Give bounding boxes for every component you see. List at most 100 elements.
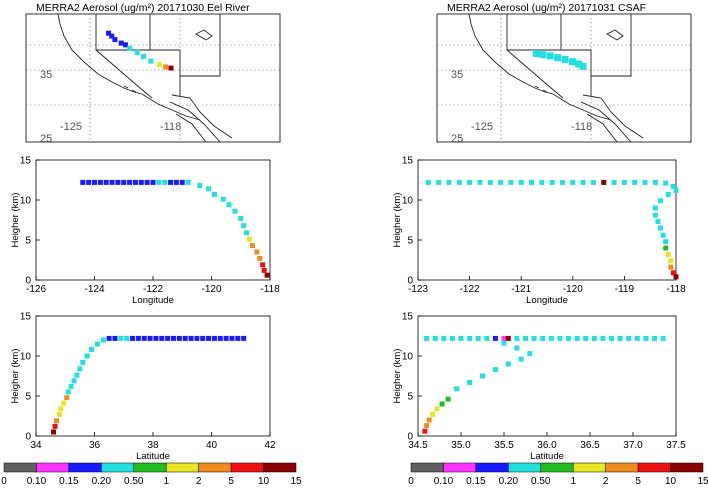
data-point (670, 183, 676, 189)
map-track-marker (579, 62, 587, 70)
data-point (601, 179, 607, 185)
x-axis-label: Longitude (526, 295, 568, 306)
map-track-marker (575, 60, 583, 68)
data-point (61, 400, 67, 406)
data-point (424, 335, 430, 341)
data-point (492, 367, 498, 373)
data-point (109, 179, 115, 185)
data-point (121, 179, 127, 185)
colorbar-label: 1 (570, 476, 576, 487)
data-point (261, 267, 267, 273)
map-track-marker (568, 58, 576, 66)
data-point (527, 351, 533, 357)
y-tick-label: 15 (20, 156, 32, 167)
colorbar-segment (198, 462, 232, 473)
data-point (477, 179, 483, 185)
colorbar-segment (3, 462, 37, 473)
x-tick-label: 35.5 (494, 440, 514, 451)
data-point (217, 335, 223, 341)
colorbar-label: 10 (258, 476, 270, 487)
y-tick-label: 10 (402, 352, 414, 363)
data-point (458, 335, 464, 341)
map-track-marker (554, 54, 562, 62)
colorbar-segment (410, 462, 444, 473)
data-point (658, 225, 664, 231)
data-point (170, 335, 176, 341)
x-tick-label: -120 (201, 284, 221, 295)
data-point (162, 179, 168, 185)
data-point (179, 179, 185, 185)
map-track-marker (539, 51, 547, 59)
data-point (634, 335, 640, 341)
data-point (103, 179, 109, 185)
data-point (77, 366, 83, 372)
data-point (467, 335, 473, 341)
plot-frame (35, 159, 271, 281)
map-lat-label: 25 (40, 133, 52, 145)
data-point (626, 335, 632, 341)
height-vs-longitude-eel-river: -126 -124 -122 -120 -118 0 5 10 15 Longitude Heigh… (10, 156, 280, 307)
data-point (64, 395, 70, 401)
x-axis-label: Longitude (132, 295, 174, 306)
y-tick-label: 5 (407, 392, 413, 403)
data-point (583, 335, 589, 341)
colorbar-segment (670, 462, 704, 473)
data-point (663, 180, 669, 186)
data-point (135, 335, 141, 341)
x-axis-label: Latitude (530, 451, 564, 462)
data-point (591, 335, 597, 341)
data-point (130, 335, 136, 341)
data-point (173, 179, 179, 185)
data-point (115, 179, 121, 185)
x-tick-label: 34 (30, 440, 42, 451)
x-tick-label: -119 (615, 284, 635, 295)
map-track-eel-river (106, 30, 174, 71)
colorbar-segment (263, 462, 297, 473)
data-point (514, 335, 520, 341)
plot-frame (35, 315, 271, 437)
data-point (480, 373, 485, 379)
colorbar-label: 0 (408, 476, 414, 487)
x-tick-label: -118 (260, 284, 280, 295)
colorbar-segment (36, 462, 70, 473)
colorbar-label: 5 (228, 476, 234, 487)
data-point (182, 335, 188, 341)
colorbar-label: 0.15 (59, 476, 79, 487)
data-point (249, 243, 255, 249)
data-point (51, 429, 57, 435)
data-point (94, 341, 100, 347)
data-point (68, 383, 74, 389)
colorbar-label: 0.10 (434, 476, 454, 487)
map-track-marker (168, 65, 174, 71)
colorbar-label: 15 (697, 476, 708, 487)
data-point (229, 335, 235, 341)
data-point (71, 378, 77, 384)
map-track-marker (546, 52, 554, 60)
y-tick-label: 15 (20, 312, 32, 323)
data-point (422, 428, 428, 434)
data-point (609, 335, 614, 341)
x-axis-label: Latitude (136, 451, 170, 462)
colorbar-segment (165, 462, 199, 473)
map-frame (436, 13, 692, 143)
plot-frame (417, 159, 677, 281)
data-point (127, 179, 133, 185)
y-tick-label: 0 (407, 276, 413, 287)
data-point (673, 274, 679, 280)
y-axis-label: Heigher (km) (10, 349, 21, 404)
data-point (505, 335, 511, 341)
x-tick-label: 35.0 (451, 440, 471, 451)
data-point (211, 191, 217, 197)
map-track-marker (561, 55, 569, 63)
data-point (663, 239, 669, 245)
colorbar-label: 0.50 (124, 476, 144, 487)
data-point (153, 335, 159, 341)
data-point (449, 335, 455, 341)
data-point (446, 179, 452, 185)
data-point (487, 179, 493, 185)
colorbar-label: 0.20 (499, 476, 519, 487)
data-point (206, 186, 212, 192)
map-lon-label: -118 (160, 121, 181, 133)
data-point (617, 335, 623, 341)
